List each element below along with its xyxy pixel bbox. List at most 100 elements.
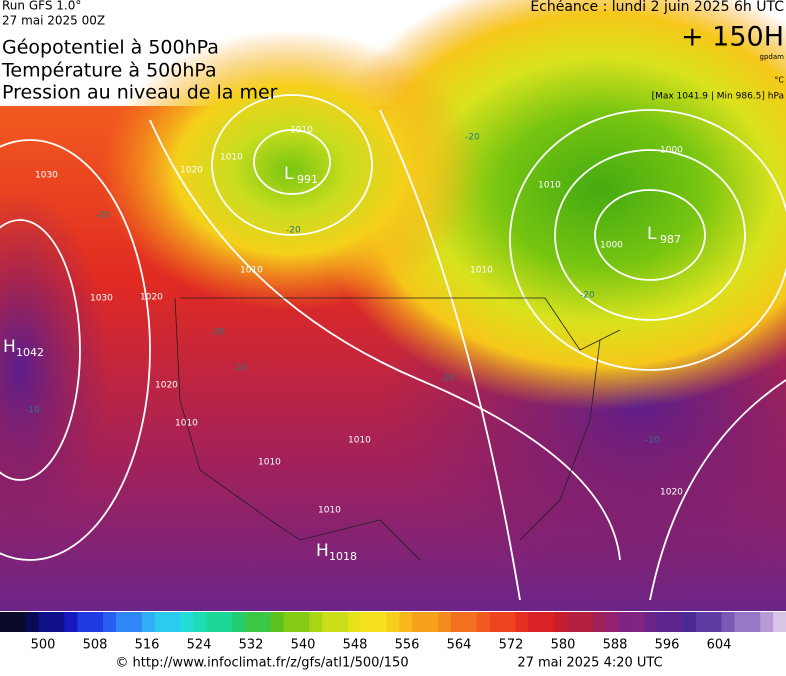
colorbar-swatch [476, 612, 491, 632]
colorbar-swatch [721, 612, 735, 632]
echeance: Echéance : lundi 2 juin 2025 6h UTC [530, 0, 784, 15]
isobar-label: 1020 [660, 488, 683, 498]
colorbar-swatch [257, 612, 272, 632]
colorbar-swatch [219, 612, 233, 632]
colorbar-tick-label: 604 [707, 638, 732, 653]
colorbar-swatch [154, 612, 169, 632]
temp-label: -10 [25, 406, 40, 416]
colorbar-swatch [180, 612, 194, 632]
colorbar-tick-label: 572 [499, 638, 524, 653]
colorbar-tick-label: 556 [395, 638, 420, 653]
temp-label: -20 [95, 211, 110, 221]
colorbar-swatch [631, 612, 645, 632]
colorbar-swatch [90, 612, 104, 632]
colorbar-swatch [773, 612, 786, 632]
colorbar-swatch [605, 612, 619, 632]
unit-temp: °C [774, 76, 784, 85]
colorbar-swatch [399, 612, 413, 632]
colorbar-swatch [283, 612, 297, 632]
colorbar-swatch [425, 612, 439, 632]
colorbar-swatch [296, 612, 310, 632]
title: Température à 500hPa [1, 60, 217, 82]
colorbar-swatch [489, 612, 504, 632]
colorbar-tick-label: 540 [291, 638, 316, 653]
center-letter: L [284, 164, 294, 184]
colorbar-swatch [541, 612, 555, 632]
colorbar-swatch [360, 612, 375, 632]
colorbar-swatch [128, 612, 143, 632]
isobar-label: 1010 [175, 419, 198, 429]
colorbar: 500 508 516 524 532 540 548 556 564 572 580 588 596 6… [0, 612, 786, 653]
colorbar-swatch [412, 612, 426, 632]
colorbar-swatch [309, 612, 323, 632]
colorbar-swatch [463, 612, 478, 632]
colorbar-swatch [695, 612, 710, 632]
isobar-label: 1010 [290, 126, 313, 136]
isobar-label: 1030 [35, 171, 58, 181]
pressure-range: [Max 1041.9 | Min 986.5] hPa [652, 92, 784, 102]
colorbar-swatch [322, 612, 336, 632]
colorbar-swatch [657, 612, 671, 632]
temp-label: -10 [440, 374, 455, 384]
title: Pression au niveau de la mer [2, 82, 278, 104]
source: © http://www.infoclimat.fr/z/gfs/atl1/50… [115, 656, 408, 671]
colorbar-swatch [0, 612, 14, 632]
center-value: 1042 [16, 346, 44, 359]
center-letter: H [316, 541, 329, 561]
center-value: 987 [660, 233, 681, 246]
colorbar-swatch [244, 612, 259, 632]
title: Géopotentiel à 500hPa [2, 37, 219, 59]
isobar-label: 1020 [140, 293, 163, 303]
colorbar-swatch [554, 612, 568, 632]
center-value: 991 [297, 173, 318, 186]
colorbar-tick-label: 596 [655, 638, 680, 653]
colorbar-swatch [644, 612, 658, 632]
isobar-label: 1010 [240, 266, 263, 276]
isobar-label: 1030 [90, 294, 113, 304]
colorbar-swatch [373, 612, 388, 632]
colorbar-swatch [760, 612, 774, 632]
temp-label: -10 [232, 364, 247, 374]
colorbar-swatch [25, 612, 40, 632]
isobar-label: 1010 [258, 458, 281, 468]
colorbar-tick-label: 524 [187, 638, 212, 653]
colorbar-swatch [231, 612, 246, 632]
isobar-label: 1010 [538, 181, 561, 191]
colorbar-swatch [708, 612, 723, 632]
isobars [0, 94, 786, 601]
colorbar-tick-label: 508 [83, 638, 108, 653]
colorbar-swatch [77, 612, 91, 632]
isobar-label: 1010 [470, 266, 493, 276]
colorbar-swatch [579, 612, 594, 632]
colorbar-swatch [335, 612, 349, 632]
colorbar-swatch [206, 612, 220, 632]
colorbar-swatch [270, 612, 284, 632]
center-value: 1018 [329, 550, 357, 563]
isobar-label: 1010 [318, 506, 341, 516]
run-label: Run GFS 1.0° [2, 0, 81, 13]
colorbar-tick-label: 532 [239, 638, 264, 653]
colorbar-swatch [115, 612, 130, 632]
isobar-label: 1020 [180, 166, 203, 176]
isobar-label: 1000 [660, 146, 683, 156]
forecast-hour: + 150H [681, 22, 784, 53]
isobar-label: 1010 [220, 153, 243, 163]
colorbar-tick-label: 516 [135, 638, 160, 653]
colorbar-swatch [38, 612, 53, 632]
colorbar-tick-label: 548 [343, 638, 368, 653]
colorbar-swatch [734, 612, 748, 632]
isobar-label: 1010 [348, 436, 371, 446]
center-letter: H [3, 337, 16, 357]
colorbar-swatch [618, 612, 632, 632]
colorbar-swatch [103, 612, 117, 632]
colorbar-swatch [386, 612, 400, 632]
colorbar-tick-label: 564 [447, 638, 472, 653]
temperature-field [0, 190, 110, 550]
colorbar-swatch [450, 612, 465, 632]
colorbar-swatch [193, 612, 207, 632]
colorbar-swatch [528, 612, 542, 632]
colorbar-tick-label: 580 [551, 638, 576, 653]
colorbar-swatch [438, 612, 452, 632]
colorbar-swatch [682, 612, 697, 632]
temp-label: -20 [286, 226, 301, 236]
